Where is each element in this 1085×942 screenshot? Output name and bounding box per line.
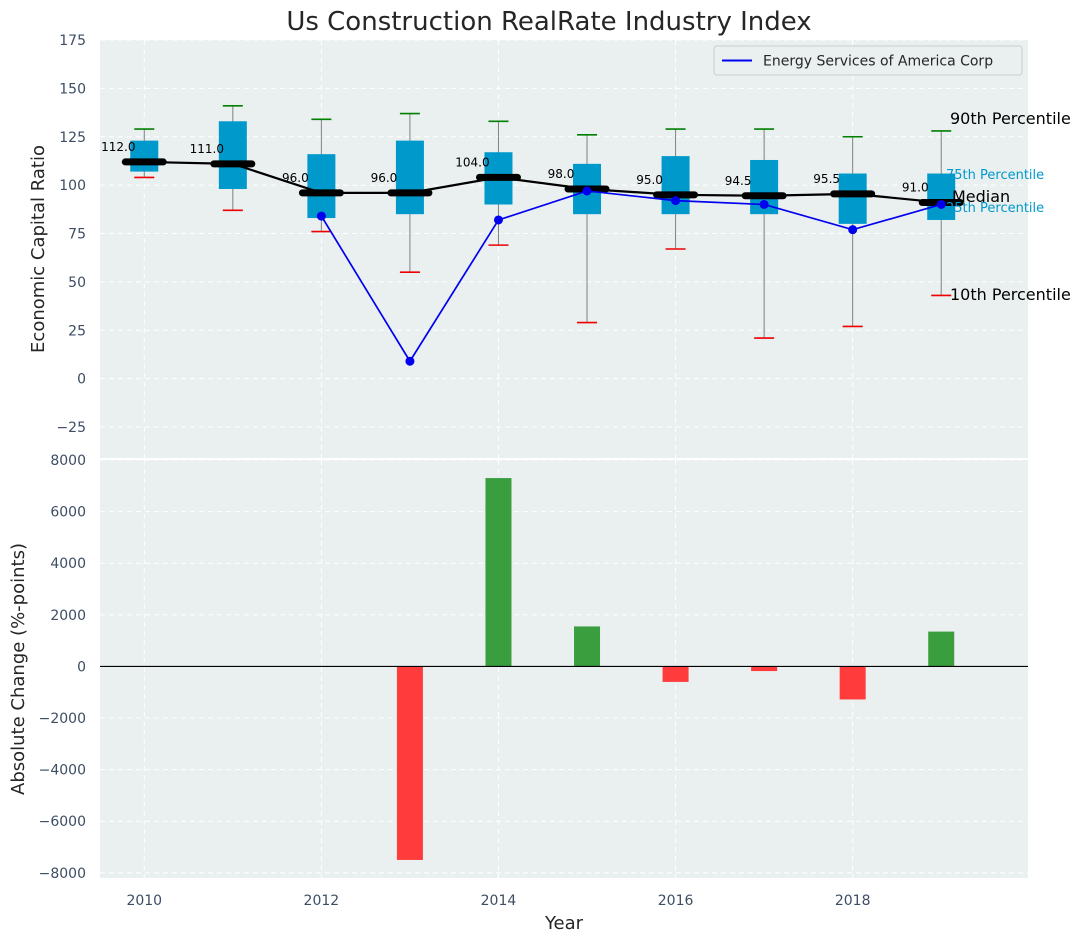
company-point — [759, 199, 769, 209]
bottom-y-tick-label: 6000 — [50, 505, 86, 521]
percentile-annotations: 90th Percentile 75th Percentile Median 2… — [946, 109, 1071, 304]
iqr-box — [130, 140, 159, 172]
median-annotation: Median — [952, 187, 1010, 206]
p25-annotation: 25th Percentile — [946, 201, 1044, 216]
median-value-label: 95.5 — [813, 172, 840, 186]
top-y-axis-label: Economic Capital Ratio — [28, 145, 49, 353]
bottom-y-tick-label: −6000 — [39, 814, 86, 830]
median-value-label: 98.0 — [548, 167, 575, 181]
company-line — [320, 190, 942, 363]
company-series — [316, 186, 946, 366]
bottom-y-tick-label: −4000 — [39, 763, 86, 779]
median-value-label: 95.0 — [636, 173, 663, 187]
bottom-y-tick-label: 0 — [77, 659, 86, 675]
median-value-label: 96.0 — [282, 171, 309, 185]
median-value-label: 96.0 — [371, 171, 398, 185]
bottom-y-ticks: −8000 −6000 −4000 −2000 0 2000 4000 6000 8000 — [39, 453, 86, 882]
median-trend — [121, 158, 964, 207]
x-ticks: 2010 2012 2014 2016 2018 — [126, 893, 870, 909]
company-point — [582, 186, 592, 196]
change-bar — [574, 626, 601, 667]
company-point — [405, 356, 415, 366]
median-value-label: 91.0 — [902, 181, 929, 195]
top-grid — [100, 39, 1028, 458]
median-value-label: 104.0 — [455, 155, 489, 169]
top-y-tick-label: 125 — [59, 130, 86, 146]
top-y-tick-label: 100 — [59, 178, 86, 194]
x-tick-label: 2018 — [835, 893, 871, 909]
p10-annotation: 10th Percentile — [950, 285, 1071, 304]
change-bars — [396, 478, 955, 860]
median-value-labels: 112.0 111.0 96.0 96.0 104.0 98.0 95.0 94.5 95.5 9… — [101, 140, 928, 195]
company-point — [671, 196, 681, 206]
bottom-y-axis-label: Absolute Change (%-points) — [8, 543, 29, 795]
bottom-plot-area — [100, 460, 1028, 878]
median-value-label: 94.5 — [725, 174, 752, 188]
company-point — [936, 199, 946, 209]
bottom-y-tick-label: 4000 — [50, 556, 86, 572]
median-value-label: 112.0 — [101, 140, 135, 154]
median-value-label: 111.0 — [190, 142, 224, 156]
x-tick-label: 2016 — [658, 893, 694, 909]
chart-title: Us Construction RealRate Industry Index — [286, 7, 811, 37]
iqr-box — [395, 140, 424, 215]
top-y-tick-label: 150 — [59, 81, 86, 97]
bottom-y-tick-label: −8000 — [39, 866, 86, 882]
iqr-box — [838, 173, 867, 224]
iqr-box — [218, 121, 247, 190]
x-tick-label: 2014 — [481, 893, 517, 909]
top-plot-area — [100, 40, 1028, 458]
iqr-box — [307, 154, 336, 219]
median-trend-line — [144, 160, 942, 204]
p75-annotation: 75th Percentile — [946, 168, 1044, 183]
p90-annotation: 90th Percentile — [950, 109, 1071, 128]
iqr-box — [927, 173, 956, 220]
top-y-tick-label: 75 — [68, 227, 86, 243]
company-point — [848, 225, 858, 235]
bottom-y-tick-label: 8000 — [50, 453, 86, 469]
legend: Energy Services of America Corp — [713, 45, 1023, 76]
top-y-tick-label: −25 — [56, 420, 86, 436]
bottom-y-tick-label: −2000 — [39, 711, 86, 727]
top-y-tick-label: 25 — [68, 323, 86, 339]
change-bar — [839, 666, 866, 700]
x-tick-label: 2010 — [126, 893, 162, 909]
x-axis-label: Year — [544, 913, 584, 934]
legend-frame — [713, 45, 1023, 76]
company-point — [493, 215, 503, 225]
x-tick-label: 2012 — [304, 893, 340, 909]
change-bar — [662, 666, 689, 682]
change-bar — [928, 631, 955, 667]
iqr-box — [661, 156, 690, 215]
change-bar — [751, 666, 778, 672]
change-bar — [396, 666, 423, 860]
top-y-tick-label: 50 — [68, 275, 86, 291]
top-y-ticks: −25 0 25 50 75 100 125 150 175 — [56, 33, 86, 436]
top-y-tick-label: 0 — [77, 372, 86, 388]
bottom-y-tick-label: 2000 — [50, 608, 86, 624]
legend-entry-company: Energy Services of America Corp — [763, 54, 993, 70]
company-point — [316, 211, 326, 221]
top-y-tick-label: 175 — [59, 33, 86, 49]
change-bar — [485, 478, 512, 667]
box-plots — [130, 104, 956, 339]
